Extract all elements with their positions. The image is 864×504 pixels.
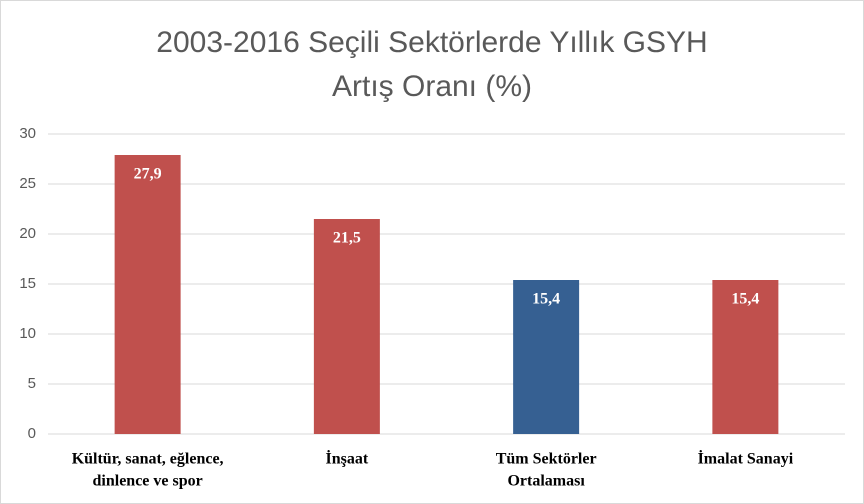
bar <box>712 280 779 434</box>
bar <box>114 155 181 434</box>
x-tick-label: Ortalaması <box>507 473 585 490</box>
x-tick-label: dinlence ve spor <box>93 473 203 490</box>
x-tick-label: İnşaat <box>326 449 369 468</box>
chart-title: Artış Oranı (%) <box>332 70 532 103</box>
y-tick-label: 25 <box>19 175 36 192</box>
y-tick-label: 30 <box>19 125 36 142</box>
y-tick-label: 5 <box>28 375 36 392</box>
value-label: 21,5 <box>333 230 361 247</box>
bar <box>313 219 380 434</box>
x-tick-label: Kültür, sanat, eğlence, <box>72 451 224 468</box>
value-label: 15,4 <box>532 291 560 308</box>
bar <box>513 280 580 434</box>
y-tick-label: 20 <box>19 225 36 242</box>
y-tick-label: 0 <box>28 425 36 442</box>
y-tick-label: 10 <box>19 325 36 342</box>
x-tick-label: İmalat Sanayi <box>698 449 794 468</box>
value-label: 27,9 <box>134 166 162 183</box>
x-tick-label: Tüm Sektörler <box>496 451 597 468</box>
value-label: 15,4 <box>731 291 759 308</box>
y-tick-label: 15 <box>19 275 36 292</box>
chart-title: 2003-2016 Seçili Sektörlerde Yıllık GSYH <box>156 26 707 59</box>
